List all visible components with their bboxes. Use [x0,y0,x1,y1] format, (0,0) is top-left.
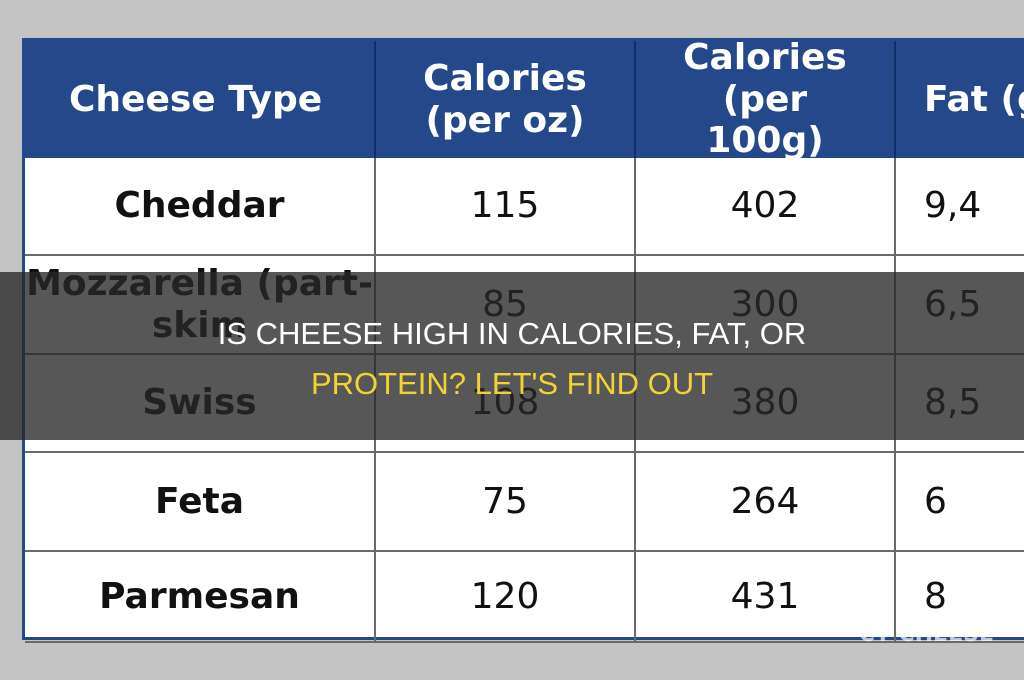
table-cell: 120 [376,552,636,643]
table-cell: 8 [896,552,1024,643]
watermark: CY CHEESE [858,622,994,647]
title-banner: IS CHEESE HIGH IN CALORIES, FAT, OR PROT… [0,272,1024,440]
table-cell: 431 [636,552,896,643]
table-cell: 9,4 [896,158,1024,256]
header-cell: Fat (g) [896,41,1024,158]
table-cell: 75 [376,453,636,552]
header-cell: Calories (per 100g) [636,37,896,161]
table-cell: Feta [25,453,376,552]
title-highlight: PROTEIN? LET'S FIND OUT [310,366,714,401]
table-cell: Parmesan [25,552,376,643]
table-cell: Cheddar [25,158,376,256]
header-cell: Cheese Type [25,41,376,158]
table-cell: 402 [636,158,896,256]
table-cell: 6 [896,453,1024,552]
table-cell: 115 [376,158,636,256]
header-cell: Calories (per oz) [376,41,636,158]
table-cell: 264 [636,453,896,552]
title-line: IS CHEESE HIGH IN CALORIES, FAT, OR [217,316,807,351]
